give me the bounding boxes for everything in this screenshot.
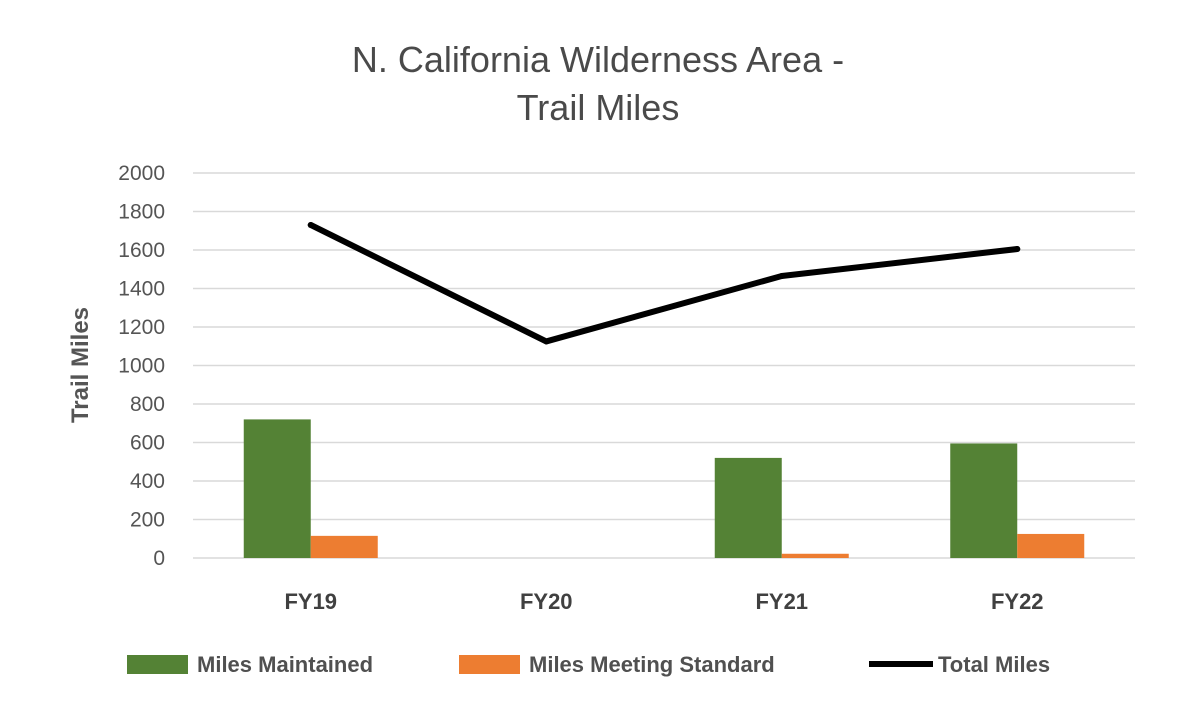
legend-swatch-miles-meeting-standard — [459, 655, 520, 674]
x-category-label: FY19 — [284, 589, 337, 614]
x-category-label: FY21 — [755, 589, 808, 614]
bar-miles-maintained-fy22 — [950, 443, 1018, 558]
y-tick-label: 600 — [130, 432, 165, 455]
total-miles-line-layer — [307, 221, 1021, 345]
legend-swatch-miles-maintained — [127, 655, 188, 674]
y-axis-title: Trail Miles — [67, 307, 94, 423]
line-total-miles — [307, 221, 1021, 345]
y-axis-ticks: 0 200 400 600 800 1000 1200 1400 1600 1800 2000 — [118, 162, 165, 570]
y-tick-label: 1200 — [118, 316, 165, 339]
y-tick-label: 1800 — [118, 201, 165, 224]
legend: Miles Maintained Miles Meeting Standard … — [127, 652, 1050, 677]
point-total-miles-fy20 — [543, 338, 550, 345]
gridlines — [193, 172, 1135, 559]
bar-miles-meeting-standard-fy21 — [781, 553, 849, 558]
y-tick-label: 800 — [130, 393, 165, 416]
y-tick-label: 400 — [130, 470, 165, 493]
point-total-miles-fy22 — [1014, 246, 1021, 253]
x-category-label: FY20 — [520, 589, 573, 614]
chart-title-line-2: Trail Miles — [517, 87, 680, 128]
y-tick-label: 1400 — [118, 278, 165, 301]
bar-miles-maintained-fy19 — [243, 419, 311, 558]
bar-miles-maintained-fy21 — [714, 457, 782, 558]
y-tick-label: 0 — [153, 547, 165, 570]
x-axis-categories: FY19 FY20 FY21 FY22 — [284, 589, 1043, 614]
bars — [243, 419, 1085, 558]
legend-label-miles-maintained: Miles Maintained — [197, 652, 373, 677]
y-tick-label: 1600 — [118, 239, 165, 262]
y-tick-label: 200 — [130, 509, 165, 532]
y-tick-label: 2000 — [118, 162, 165, 185]
legend-label-miles-meeting-standard: Miles Meeting Standard — [529, 652, 775, 677]
y-tick-label: 1000 — [118, 355, 165, 378]
chart-title-line-1: N. California Wilderness Area - — [352, 39, 844, 80]
bar-miles-meeting-standard-fy19 — [310, 535, 378, 558]
point-total-miles-fy19 — [307, 221, 314, 228]
x-category-label: FY22 — [991, 589, 1044, 614]
bar-miles-meeting-standard-fy22 — [1017, 533, 1085, 558]
point-total-miles-fy21 — [778, 272, 785, 279]
legend-label-total-miles: Total Miles — [938, 652, 1050, 677]
